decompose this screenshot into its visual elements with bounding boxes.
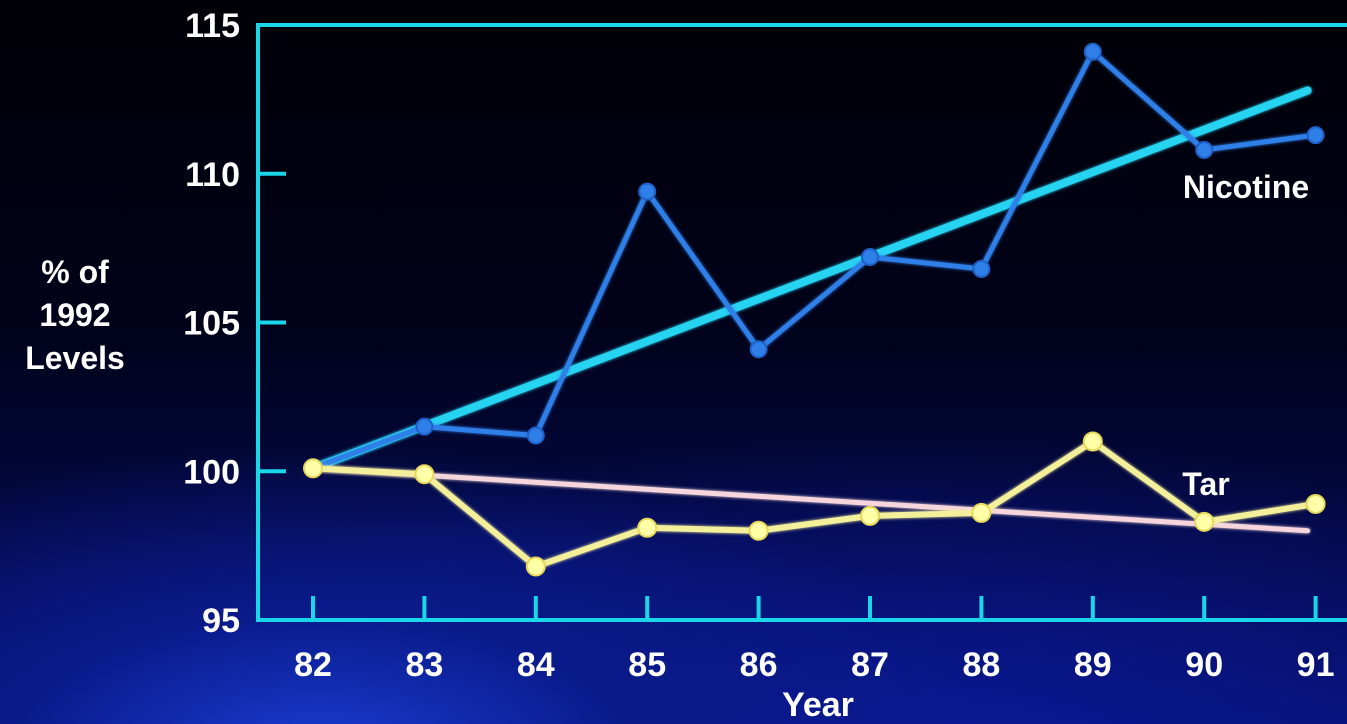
y-axis-title-line-2: 1992 [39, 297, 110, 333]
data-point-nicotine [1195, 140, 1214, 159]
y-tick-label: 105 [183, 305, 240, 343]
x-tick-label: 87 [851, 646, 889, 684]
x-axis-title: Year [782, 686, 854, 724]
data-point-tar [1194, 511, 1215, 532]
data-point-nicotine [415, 417, 434, 436]
x-tick-label: 84 [517, 646, 555, 684]
trend-line-tar [310, 465, 1311, 534]
data-point-tar [1305, 493, 1326, 514]
series-label-tar: Tar [1182, 466, 1229, 502]
y-axis-title: % of 1992 Levels [25, 254, 125, 376]
series-line-tar [312, 438, 1317, 570]
data-point-nicotine [972, 259, 991, 278]
data-point-tar [860, 505, 880, 526]
x-tick-label: 88 [962, 646, 1000, 684]
x-tick-label: 89 [1074, 646, 1112, 684]
series-line-nicotine [312, 49, 1316, 471]
y-tick-label: 110 [185, 156, 240, 194]
data-point-tar [1082, 431, 1103, 452]
axis-frame-line [256, 23, 1347, 622]
data-point-nicotine [861, 248, 879, 267]
x-tick-label: 91 [1297, 646, 1335, 684]
series-label-nicotine: Nicotine [1183, 169, 1309, 205]
y-tick-label: 115 [185, 7, 240, 45]
x-tick-label: 82 [294, 646, 332, 684]
data-point-tar [303, 458, 323, 479]
y-axis-title-line-3: Levels [25, 340, 125, 376]
data-series [303, 42, 1326, 577]
data-point-nicotine [749, 340, 768, 359]
data-point-nicotine [1083, 42, 1102, 61]
x-tick-label: 83 [405, 646, 443, 684]
y-axis: 95 100 105 110 115 [183, 7, 286, 640]
x-tick-label: 86 [740, 646, 778, 684]
trend-lines [309, 86, 1312, 534]
x-tick-label: 90 [1185, 646, 1223, 684]
data-point-tar [748, 520, 769, 541]
data-point-tar [971, 502, 992, 523]
data-point-nicotine [1306, 126, 1325, 145]
y-tick-label: 100 [183, 453, 240, 491]
data-point-tar [637, 517, 658, 538]
trend-line-nicotine [309, 86, 1312, 473]
data-point-nicotine [638, 182, 657, 201]
plot-frame [256, 23, 1347, 622]
y-tick-label: 95 [202, 602, 240, 640]
data-point-tar [414, 464, 435, 485]
y-axis-title-line-1: % of [41, 254, 109, 290]
data-point-tar [525, 556, 546, 577]
x-axis: 82 83 84 85 86 87 88 89 90 91 [294, 596, 1335, 684]
x-tick-label: 85 [628, 646, 666, 684]
data-point-nicotine [526, 426, 545, 445]
